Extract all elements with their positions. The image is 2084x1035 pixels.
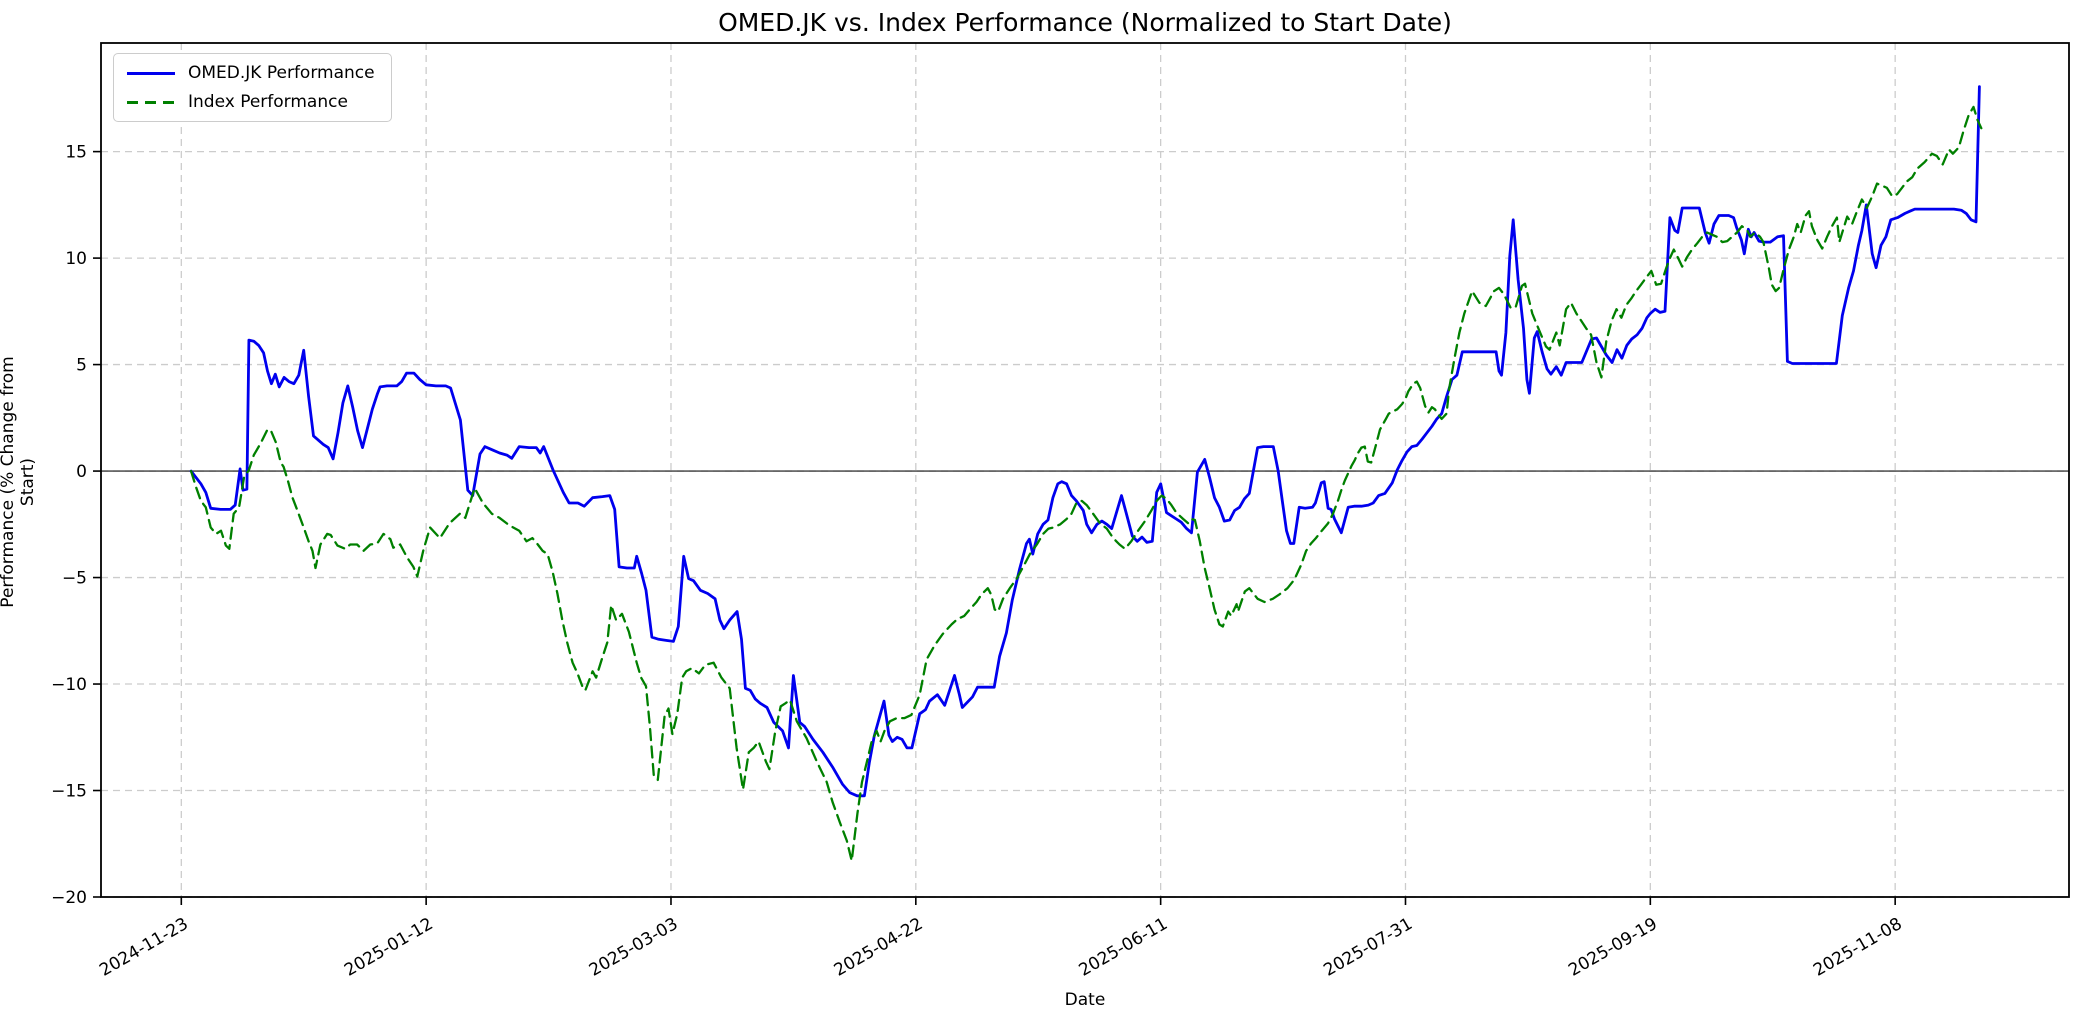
legend-item-omed: OMED.JK Performance	[127, 63, 375, 83]
plot-border	[100, 42, 2070, 898]
legend-item-index: Index Performance	[127, 92, 375, 112]
x-tick-label: 2025-07-31	[1320, 914, 1416, 981]
y-tick-label: 10	[65, 249, 87, 269]
x-tick-label: 2025-03-03	[586, 914, 682, 981]
x-tick-label: 2025-11-08	[1810, 914, 1906, 981]
y-tick-label: 15	[65, 143, 87, 163]
y-tick-label: −10	[51, 675, 87, 695]
x-axis-label: Date	[1064, 990, 1106, 1010]
x-tick-label: 2025-06-11	[1076, 914, 1172, 981]
x-tick-label: 2025-01-12	[341, 914, 437, 981]
legend-label-omed: OMED.JK Performance	[188, 63, 375, 83]
x-tick-label: 2025-04-22	[831, 914, 927, 981]
y-axis-label: Performance (% Change from Start)	[0, 356, 38, 608]
y-tick-label: −20	[51, 888, 87, 908]
x-tick-label: 2024-11-23	[96, 914, 192, 981]
legend: OMED.JK Performance Index Performance	[113, 53, 392, 122]
index-series-line	[189, 105, 1983, 862]
legend-label-index: Index Performance	[188, 92, 348, 112]
legend-line-sample-index-icon	[127, 100, 175, 104]
chart-title: OMED.JK vs. Index Performance (Normalize…	[718, 8, 1452, 37]
y-tick-label: 5	[76, 356, 87, 376]
omed-series-line	[189, 85, 1981, 798]
legend-line-sample-omed-icon	[127, 71, 175, 75]
y-tick-label: 0	[76, 462, 87, 482]
x-tick-label: 2025-09-19	[1565, 914, 1661, 981]
y-tick-label: −15	[51, 782, 87, 802]
y-tick-label: −5	[62, 569, 87, 589]
